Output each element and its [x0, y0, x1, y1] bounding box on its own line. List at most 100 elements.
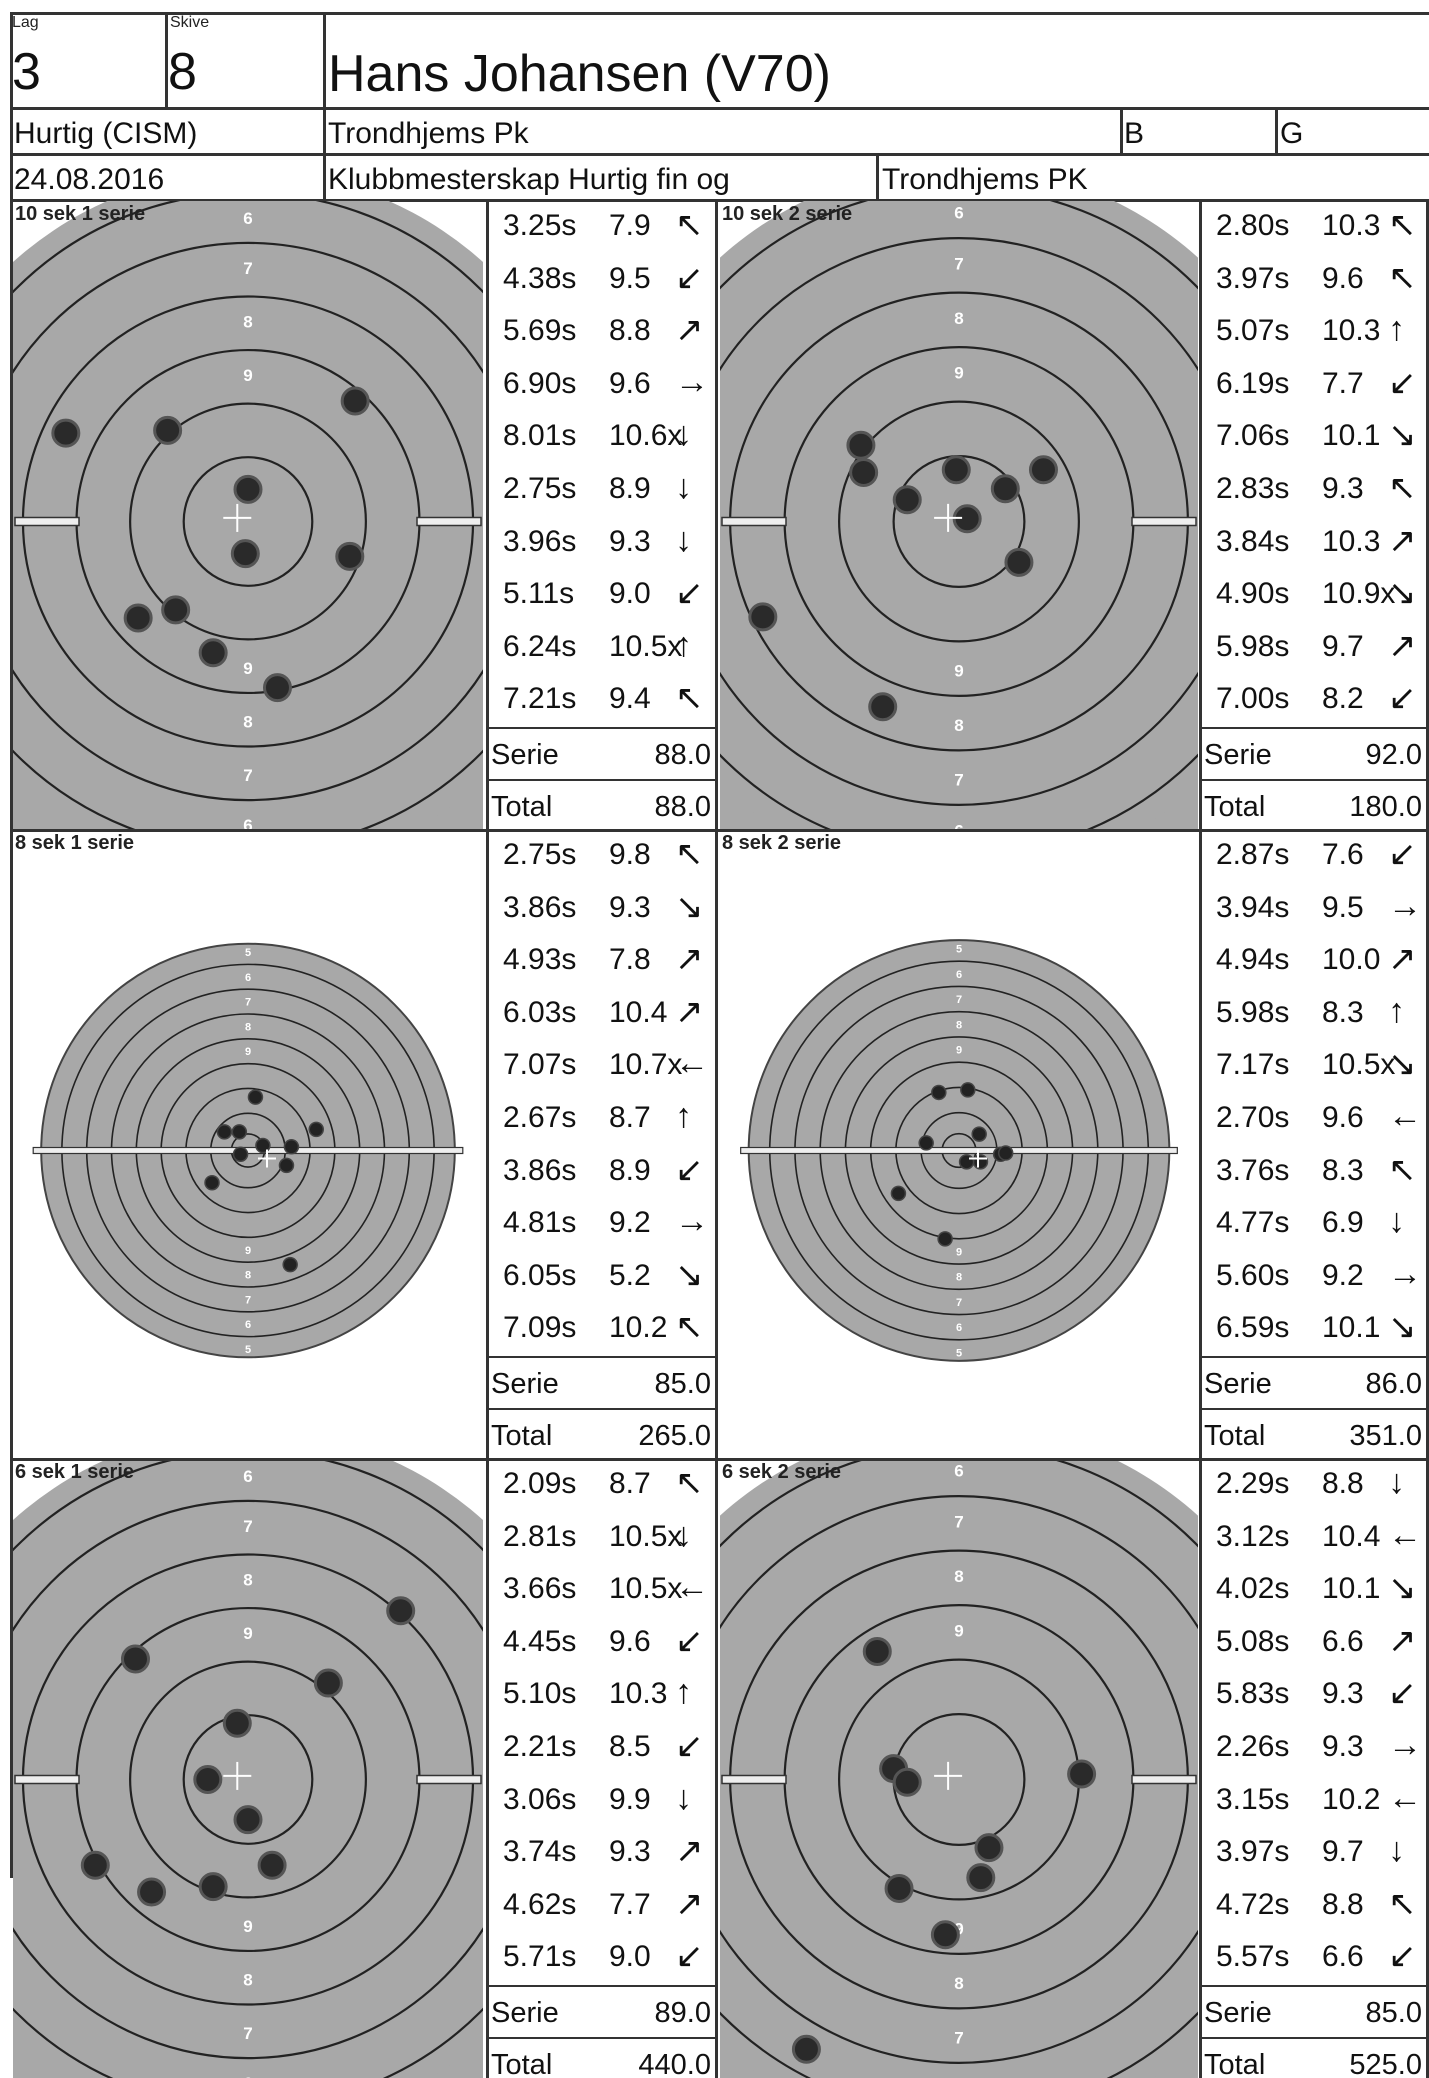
shot-score: 10.6x [609, 419, 683, 453]
shot-score: 10.5x [609, 629, 683, 663]
shot-time: 2.70s [1216, 1101, 1290, 1134]
shot-time: 8.01s [503, 419, 577, 453]
serie-value: 85.0 [654, 1368, 711, 1400]
shot-time: 3.94s [1216, 890, 1290, 924]
shot-direction-arrow-icon: ← [1388, 1515, 1422, 1554]
ring-number: 7 [245, 997, 251, 1009]
shot-hole [282, 1256, 298, 1273]
shot-direction-arrow-icon: ↗ [1388, 626, 1417, 665]
serie-row: Serie 88.0 [489, 727, 715, 779]
shot-direction-arrow-icon: ↓ [675, 415, 692, 454]
shot-row: 6.05s 5.2 ↘ [489, 1251, 715, 1303]
target-panel: 8 sek 2 serie 5 5 6 6 7 7 8 8 9 9 [720, 830, 1198, 1459]
shot-hole [161, 595, 191, 625]
total-row: Total 265.0 [489, 1408, 715, 1460]
shot-direction-arrow-icon: ↑ [675, 1673, 692, 1712]
shot-list: 2.29s 8.8 ↓ 3.12s 10.4 ← 4.02s 10.1 ↘ 5.08s 6.6 ↗ 5.… [1199, 1459, 1429, 2078]
shot-row: 8.01s 10.6x ↓ [489, 411, 715, 463]
shot-list: 2.75s 9.8 ↖ 3.86s 9.3 ↘ 4.93s 7.8 ↗ 6.03s 10.4 ↗ 7.0… [486, 830, 718, 1459]
shot-row: 5.98s 9.7 ↗ [1202, 622, 1426, 674]
total-value: 351.0 [1349, 1420, 1422, 1452]
shot-time: 3.86s [503, 1153, 577, 1187]
shot-row: 4.81s 9.2 → [489, 1198, 715, 1250]
ring-number: 7 [956, 994, 962, 1006]
shot-score: 10.4 [1322, 1519, 1381, 1553]
shot-direction-arrow-icon: ↓ [1388, 1202, 1405, 1241]
ring-number: 8 [243, 312, 252, 331]
shot-time: 4.02s [1216, 1572, 1290, 1606]
ring-number: 6 [243, 816, 252, 830]
shot-direction-arrow-icon: ↙ [1388, 1674, 1417, 1713]
series-label: 6 sek 1 serie [15, 1461, 134, 1483]
header-vrule-b [1120, 107, 1123, 153]
shot-list: 2.09s 8.7 ↖ 2.81s 10.5x ↓ 3.66s 10.5x ← 4.45s 9.6 ↙… [486, 1459, 718, 2078]
shot-row: 3.86s 8.9 ↙ [489, 1146, 715, 1198]
shot-row: 7.07s 10.7x ← [489, 1040, 715, 1092]
ring-number: 7 [243, 766, 252, 785]
shot-direction-arrow-icon: ↑ [675, 1097, 692, 1135]
shot-row: 2.70s 9.6 ← [1202, 1093, 1426, 1145]
serie-row: Serie 85.0 [1202, 1985, 1426, 2037]
shot-time: 5.98s [1216, 995, 1290, 1029]
shot-direction-arrow-icon: ↖ [675, 1464, 704, 1502]
shot-score: 10.1 [1322, 419, 1381, 453]
shot-time: 4.81s [503, 1206, 577, 1240]
shot-direction-arrow-icon: ↙ [1388, 835, 1417, 873]
shot-row: 7.09s 10.2 ↖ [489, 1303, 715, 1355]
sheet-left-rule [10, 12, 13, 1878]
shot-score: 7.9 [609, 209, 651, 242]
shot-direction-arrow-icon: → [1388, 1254, 1422, 1293]
ring-number: 6 [245, 972, 251, 984]
shot-row: 5.71s 9.0 ↙ [489, 1932, 715, 1984]
ring-number: 7 [954, 770, 963, 789]
ring-number: 6 [956, 969, 962, 981]
shot-row: 6.90s 9.6 → [489, 359, 715, 411]
shot-hole [278, 1157, 295, 1174]
shot-time: 3.12s [1216, 1519, 1290, 1553]
shot-direction-arrow-icon: ↖ [675, 206, 704, 244]
target-ring [182, 456, 314, 587]
serie-value: 88.0 [654, 739, 711, 771]
total-row: Total 351.0 [1202, 1408, 1426, 1460]
shot-hole [137, 1877, 167, 1907]
shot-time: 6.59s [1216, 1311, 1290, 1345]
target-face [13, 1459, 483, 2078]
shot-score: 9.6 [609, 366, 651, 400]
shot-time: 4.38s [503, 261, 577, 295]
shot-hole [231, 1124, 248, 1140]
shot-direction-arrow-icon: → [675, 1202, 709, 1241]
shot-row: 3.12s 10.4 ← [1202, 1512, 1426, 1564]
shot-score: 5.2 [609, 1258, 651, 1292]
shooter-name: Hans Johansen (V70) [328, 45, 831, 103]
shot-row: 3.25s 7.9 ↖ [489, 201, 715, 253]
shot-direction-arrow-icon: ↖ [1388, 1150, 1417, 1189]
shot-score: 10.7x [609, 1048, 683, 1082]
shot-hole [971, 1126, 987, 1142]
shot-time: 2.75s [503, 838, 577, 871]
shot-hole [313, 1668, 343, 1698]
shot-row: 2.75s 8.9 ↓ [489, 464, 715, 516]
ring-number: 8 [954, 309, 963, 328]
shot-direction-arrow-icon: ↖ [675, 835, 704, 873]
target-ring [720, 237, 1198, 806]
series-label: 8 sek 2 serie [722, 832, 841, 854]
shot-time: 3.66s [503, 1572, 577, 1606]
shot-time: 5.07s [1216, 314, 1290, 348]
shot-score: 8.9 [609, 1153, 651, 1187]
target-panel: 10 sek 1 serie 6 6 7 7 8 8 9 9 [13, 201, 483, 830]
shot-row: 4.90s 10.9x ↘ [1202, 569, 1426, 621]
shot-hole [997, 1145, 1014, 1161]
shot-score: 10.9x [1322, 577, 1396, 611]
shot-time: 3.84s [1216, 524, 1290, 558]
ring-number: 8 [954, 1567, 963, 1586]
shot-time: 2.83s [1216, 472, 1290, 505]
ring-number: 7 [245, 1294, 251, 1306]
shot-score: 9.7 [1322, 629, 1364, 663]
shot-row: 5.83s 9.3 ↙ [1202, 1669, 1426, 1721]
shot-time: 6.05s [503, 1258, 577, 1292]
total-row: Total 180.0 [1202, 779, 1426, 831]
shot-score: 10.2 [609, 1311, 668, 1345]
header-rule-3 [10, 199, 1429, 202]
aiming-bar [1131, 1774, 1197, 1785]
